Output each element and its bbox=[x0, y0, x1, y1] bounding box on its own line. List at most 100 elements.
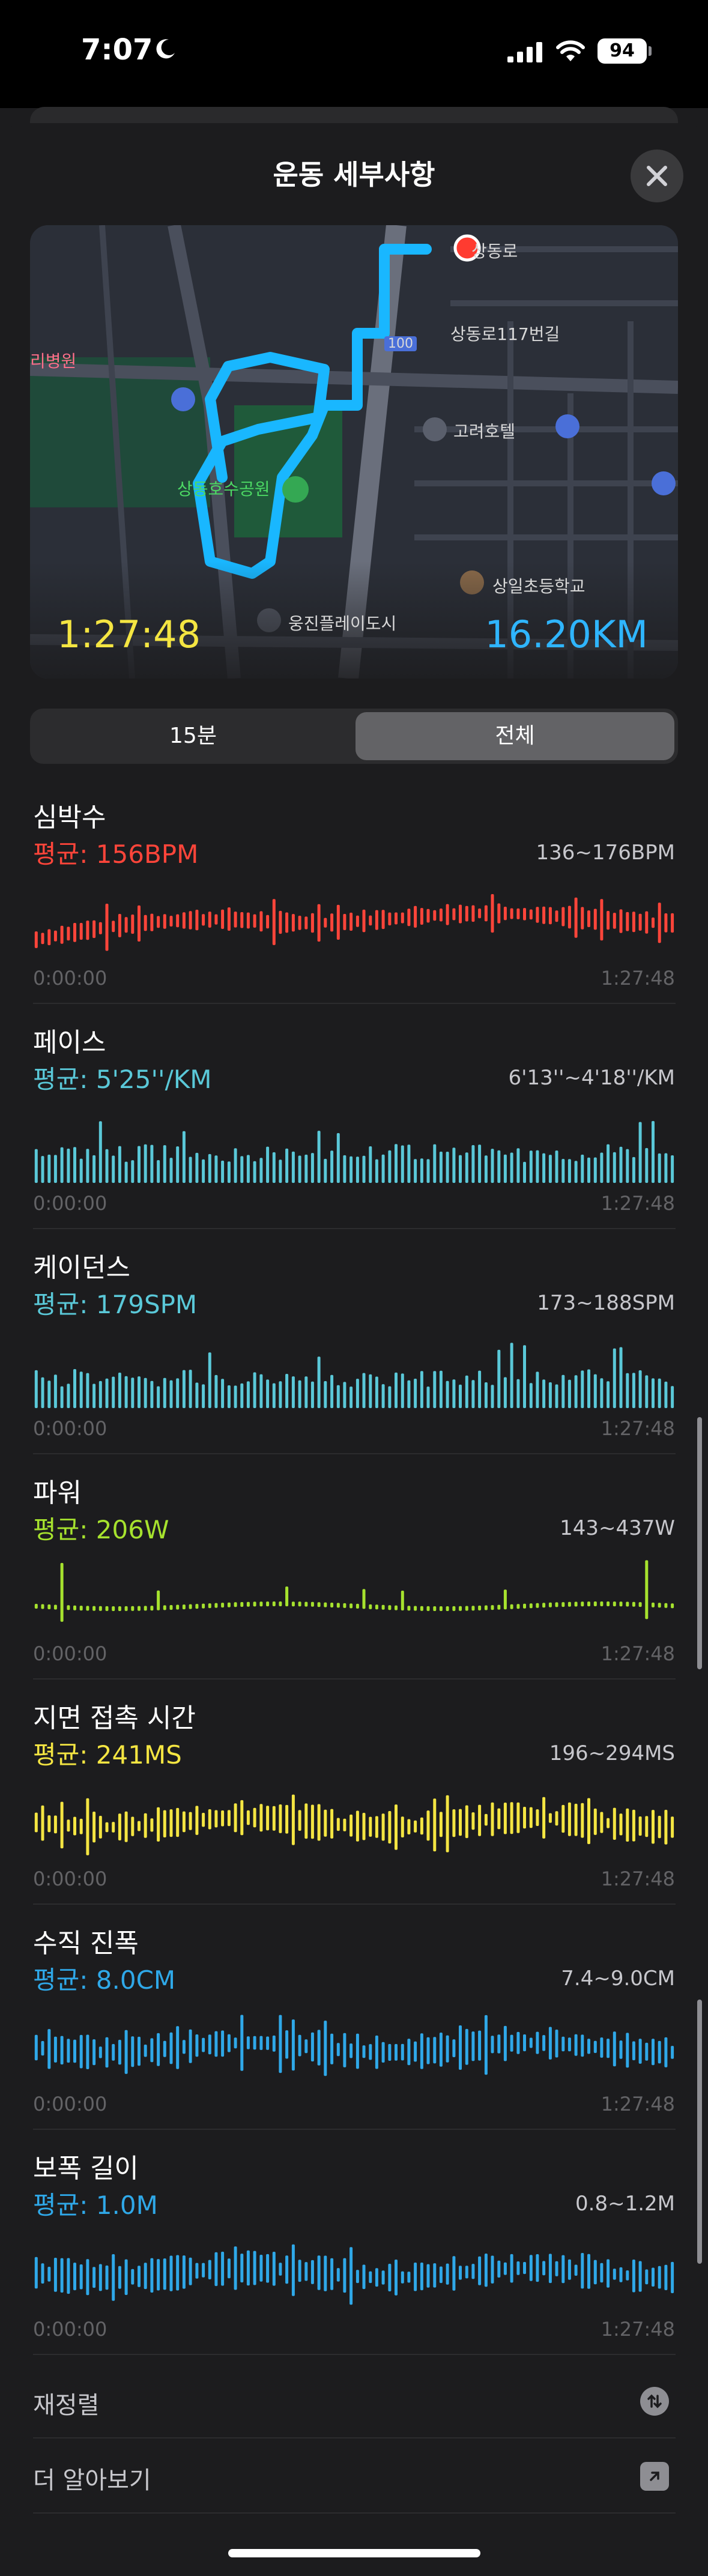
chart-bar bbox=[362, 1589, 366, 1609]
chart-bar bbox=[214, 1810, 218, 1828]
chart-bar bbox=[112, 1155, 115, 1183]
chart-bar bbox=[330, 1150, 334, 1183]
chart-bar bbox=[182, 1811, 186, 1833]
metric-ground-contact-time[interactable]: 지면 접촉 시간 평균: 241MS 196~294MS 0:00:00 1:2… bbox=[0, 1696, 708, 1921]
chart-bar bbox=[349, 1814, 353, 1837]
metric-vertical-oscillation[interactable]: 수직 진폭 평균: 8.0CM 7.4~9.0CM 0:00:00 1:27:4… bbox=[0, 1921, 708, 2147]
chart-bar bbox=[67, 1383, 70, 1408]
chart-bar bbox=[310, 2032, 314, 2062]
chart-bar bbox=[439, 1151, 443, 1183]
chart-end-time: 1:27:48 bbox=[601, 2318, 675, 2341]
chart-bar bbox=[529, 1150, 533, 1183]
chart-bar bbox=[638, 1816, 642, 1836]
chart-bar bbox=[234, 912, 237, 928]
chart-bar bbox=[516, 1604, 520, 1609]
chart-bar bbox=[555, 1811, 558, 1826]
metric-pace[interactable]: 페이스 평균: 5'25''/KM 6'13''~4'18''/KM 0:00:… bbox=[0, 1021, 708, 1246]
chart-bar bbox=[516, 2031, 520, 2054]
chart-bar bbox=[98, 1380, 102, 1408]
reorder-icon[interactable] bbox=[640, 2387, 669, 2416]
chart-bar bbox=[471, 905, 475, 922]
chart-bar bbox=[555, 1384, 558, 1408]
open-external-icon[interactable] bbox=[640, 2462, 669, 2491]
metric-heart-rate[interactable]: 심박수 평균: 156BPM 136~176BPM 0:00:00 1:27:4… bbox=[0, 796, 708, 1021]
chart-bar bbox=[163, 2040, 166, 2057]
segment-all[interactable]: 전체 bbox=[356, 712, 674, 760]
chart-bar bbox=[259, 1158, 263, 1183]
chart-bar bbox=[613, 1152, 616, 1183]
chart-bar bbox=[593, 2040, 597, 2053]
chart-bar bbox=[266, 2036, 270, 2050]
chart-bar bbox=[310, 1381, 314, 1408]
chart-bar bbox=[253, 1807, 256, 1828]
chart-bar bbox=[638, 1122, 642, 1183]
chart-end-time: 1:27:48 bbox=[601, 1417, 675, 1440]
chart-bar bbox=[234, 1385, 237, 1408]
chart-bar bbox=[150, 2038, 154, 2063]
learn-more-row[interactable]: 더 알아보기 bbox=[0, 2438, 708, 2514]
chart-bar bbox=[53, 2036, 57, 2063]
chart-bar bbox=[671, 1155, 674, 1183]
chart-bar bbox=[375, 1816, 378, 1838]
chart-bar bbox=[446, 1380, 449, 1408]
metric-chart bbox=[34, 1560, 674, 1622]
chart-bar bbox=[195, 1806, 199, 1835]
chart-bar bbox=[240, 912, 244, 928]
chart-bar bbox=[478, 2030, 482, 2061]
chart-bar bbox=[246, 912, 250, 929]
metric-average: 평균: 156BPM bbox=[33, 839, 199, 869]
reorder-row[interactable]: 재정렬 bbox=[0, 2363, 708, 2438]
chart-bar bbox=[182, 1604, 186, 1610]
chart-bar bbox=[395, 1372, 398, 1408]
chart-bar bbox=[497, 1349, 501, 1408]
metric-stride-length[interactable]: 보폭 길이 평균: 1.0M 0.8~1.2M 0:00:00 1:27:48 bbox=[0, 2147, 708, 2372]
chart-bar bbox=[439, 1606, 443, 1611]
chart-bar bbox=[607, 1381, 610, 1408]
chart-bar bbox=[336, 1818, 340, 1831]
chart-bar bbox=[632, 2260, 635, 2293]
metric-range: 143~437W bbox=[560, 1516, 675, 1540]
chart-bar bbox=[497, 1808, 501, 1830]
metric-cadence[interactable]: 케이던스 평균: 179SPM 173~188SPM 0:00:00 1:27:… bbox=[0, 1246, 708, 1471]
chart-bar bbox=[523, 1807, 526, 1829]
chart-bar bbox=[195, 1604, 199, 1609]
map-base bbox=[30, 225, 678, 679]
metric-average: 평균: 241MS bbox=[33, 1740, 182, 1770]
chart-bar bbox=[272, 899, 276, 945]
chart-bar bbox=[272, 2252, 276, 2286]
chart-bar bbox=[574, 897, 578, 938]
chart-bar bbox=[632, 912, 635, 933]
home-indicator[interactable] bbox=[228, 2549, 480, 2557]
row-label: 더 알아보기 bbox=[33, 2467, 151, 2494]
chart-bar bbox=[86, 921, 89, 940]
chart-bar bbox=[369, 915, 372, 926]
scrollbar[interactable] bbox=[697, 1417, 702, 1669]
chart-bar bbox=[208, 1352, 211, 1408]
metric-chart bbox=[34, 1343, 674, 1408]
metric-range: 0.8~1.2M bbox=[575, 2192, 675, 2216]
chart-bar bbox=[439, 909, 443, 922]
chart-bar bbox=[98, 1816, 102, 1839]
chart-bar bbox=[510, 908, 513, 919]
chart-bar bbox=[279, 2015, 282, 2073]
chart-bar bbox=[619, 2040, 623, 2059]
metric-power[interactable]: 파워 평균: 206W 143~437W 0:00:00 1:27:48 bbox=[0, 1471, 708, 1696]
chart-bar bbox=[426, 1386, 430, 1408]
chart-bar bbox=[426, 1159, 430, 1183]
chart-bar bbox=[388, 912, 392, 926]
chart-bar bbox=[658, 1378, 661, 1408]
chart-bar bbox=[138, 2266, 141, 2287]
chart-bar bbox=[548, 907, 552, 925]
chart-bar bbox=[86, 2259, 89, 2296]
chart-bar bbox=[593, 1601, 597, 1606]
chart-bar bbox=[60, 1147, 64, 1183]
chart-bar bbox=[291, 1151, 295, 1183]
chart-bar bbox=[581, 2253, 584, 2289]
chart-bar bbox=[561, 2255, 565, 2284]
segment-15min[interactable]: 15분 bbox=[169, 724, 217, 748]
route-map[interactable]: 리병원 상동로117번길 고려호텔 상동호수공원 상일초등학교 웅진플레이도시 … bbox=[30, 225, 678, 679]
close-button[interactable] bbox=[631, 150, 683, 202]
chart-bar bbox=[542, 2261, 546, 2276]
chart-start-time: 0:00:00 bbox=[33, 1642, 107, 1665]
chart-bar bbox=[587, 1369, 590, 1408]
